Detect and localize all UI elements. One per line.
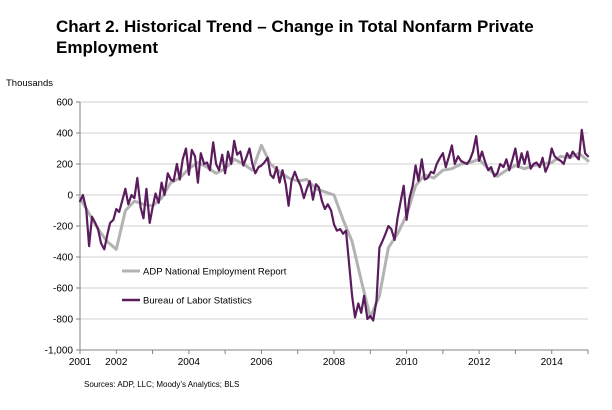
y-tick-label: -600 — [53, 284, 73, 295]
y-tick-label: -200 — [53, 222, 73, 233]
y-tick-label: -800 — [53, 315, 73, 326]
source-note: Sources: ADP, LLC; Moody’s Analytics; BL… — [84, 380, 240, 389]
y-tick-label: 0 — [67, 191, 73, 202]
x-tick-label: 2006 — [250, 357, 273, 368]
series-line-adp — [78, 143, 590, 319]
legend-label: ADP National Employment Report — [143, 267, 287, 278]
y-axis-label: Thousands — [6, 78, 54, 89]
y-tick-label: 600 — [56, 98, 73, 109]
x-tick-label: 2012 — [468, 357, 491, 368]
x-tick-label: 2001 — [69, 357, 92, 368]
y-tick-label: -400 — [53, 253, 73, 264]
x-tick-label: 2008 — [323, 357, 346, 368]
legend-label: Bureau of Labor Statistics — [143, 296, 252, 307]
y-tick-label: 200 — [56, 160, 73, 171]
y-tick-label: -1,000 — [45, 346, 74, 357]
series-line-bls — [78, 128, 590, 322]
x-tick-label: 2004 — [178, 357, 201, 368]
x-tick-label: 2014 — [541, 357, 564, 368]
x-tick-label: 2002 — [105, 357, 128, 368]
chart-title: Chart 2. Historical Trend – Change in To… — [56, 17, 534, 57]
x-tick-label: 2010 — [395, 357, 418, 368]
y-tick-label: 400 — [56, 129, 73, 140]
